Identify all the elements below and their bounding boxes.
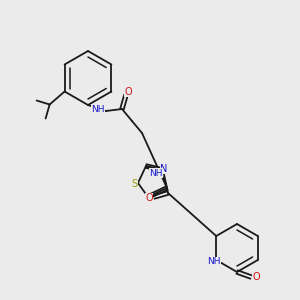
Text: NH: NH: [208, 257, 221, 266]
Text: S: S: [131, 179, 137, 189]
Text: N: N: [160, 164, 168, 174]
Text: NH: NH: [149, 169, 163, 178]
Text: NH: NH: [91, 104, 105, 113]
Text: O: O: [145, 193, 153, 203]
Text: O: O: [124, 87, 132, 97]
Text: O: O: [252, 272, 260, 282]
